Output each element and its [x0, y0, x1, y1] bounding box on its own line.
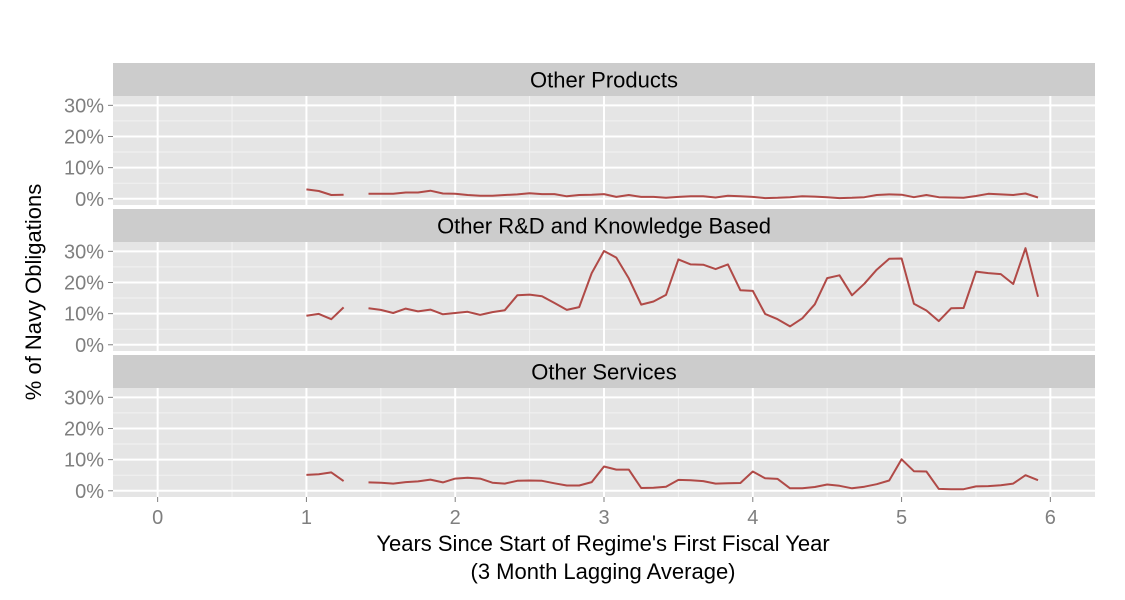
- series-line: [306, 458, 1039, 491]
- y-axis: 0% 10% 20% 30%: [64, 95, 113, 211]
- series-line: [306, 188, 1039, 200]
- series-line-segment-1: [368, 458, 1039, 491]
- y-tick-label: 10%: [64, 450, 104, 472]
- x-tick-label: 4: [747, 507, 758, 529]
- series-line-segment-1: [368, 189, 1039, 200]
- panel-strip: [113, 209, 1095, 242]
- y-axis: 0% 10% 20% 30%: [64, 387, 113, 503]
- x-axis-subtitle: (3 Month Lagging Average): [471, 559, 736, 584]
- panel-1: Other R&D and Knowledge Based 0% 10% 20% 30%: [64, 209, 1095, 357]
- x-tick-label: 2: [450, 507, 461, 529]
- y-tick-label: 0%: [75, 335, 104, 357]
- y-tick-label: 30%: [64, 387, 104, 409]
- y-tick-label: 20%: [64, 418, 104, 440]
- y-tick-label: 0%: [75, 481, 104, 503]
- y-tick-label: 30%: [64, 95, 104, 117]
- panel-title: Other Products: [530, 68, 678, 93]
- x-axis: 0 1 2 3 4 5 6: [152, 497, 1056, 529]
- panel-0: Other Products 0% 10% 20% 30%: [64, 63, 1095, 211]
- y-axis-title: % of Navy Obligations: [21, 184, 46, 400]
- y-tick-label: 0%: [75, 189, 104, 211]
- panel-2: Other Services 0% 10% 20% 30%: [64, 355, 1095, 503]
- series-line-segment-0: [306, 471, 345, 482]
- y-tick-label: 30%: [64, 241, 104, 263]
- y-tick-label: 10%: [64, 158, 104, 180]
- y-tick-label: 20%: [64, 126, 104, 148]
- series-line-segment-0: [306, 306, 345, 321]
- panel-strip: [113, 355, 1095, 388]
- x-tick-label: 0: [152, 507, 163, 529]
- y-tick-label: 20%: [64, 272, 104, 294]
- panel-title: Other Services: [531, 360, 677, 385]
- x-tick-label: 1: [301, 507, 312, 529]
- series-line-segment-1: [368, 247, 1039, 328]
- x-tick-label: 6: [1045, 507, 1056, 529]
- x-tick-label: 5: [896, 507, 907, 529]
- y-axis: 0% 10% 20% 30%: [64, 241, 113, 357]
- panel-strip: [113, 63, 1095, 96]
- x-tick-label: 3: [598, 507, 609, 529]
- panel-title: Other R&D and Knowledge Based: [437, 214, 771, 239]
- x-axis-title: Years Since Start of Regime's First Fisc…: [376, 531, 829, 556]
- gridlines: [113, 388, 1095, 497]
- series-line-segment-0: [306, 188, 344, 196]
- gridlines: [113, 96, 1095, 205]
- y-tick-label: 10%: [64, 304, 104, 326]
- series-line: [306, 247, 1039, 328]
